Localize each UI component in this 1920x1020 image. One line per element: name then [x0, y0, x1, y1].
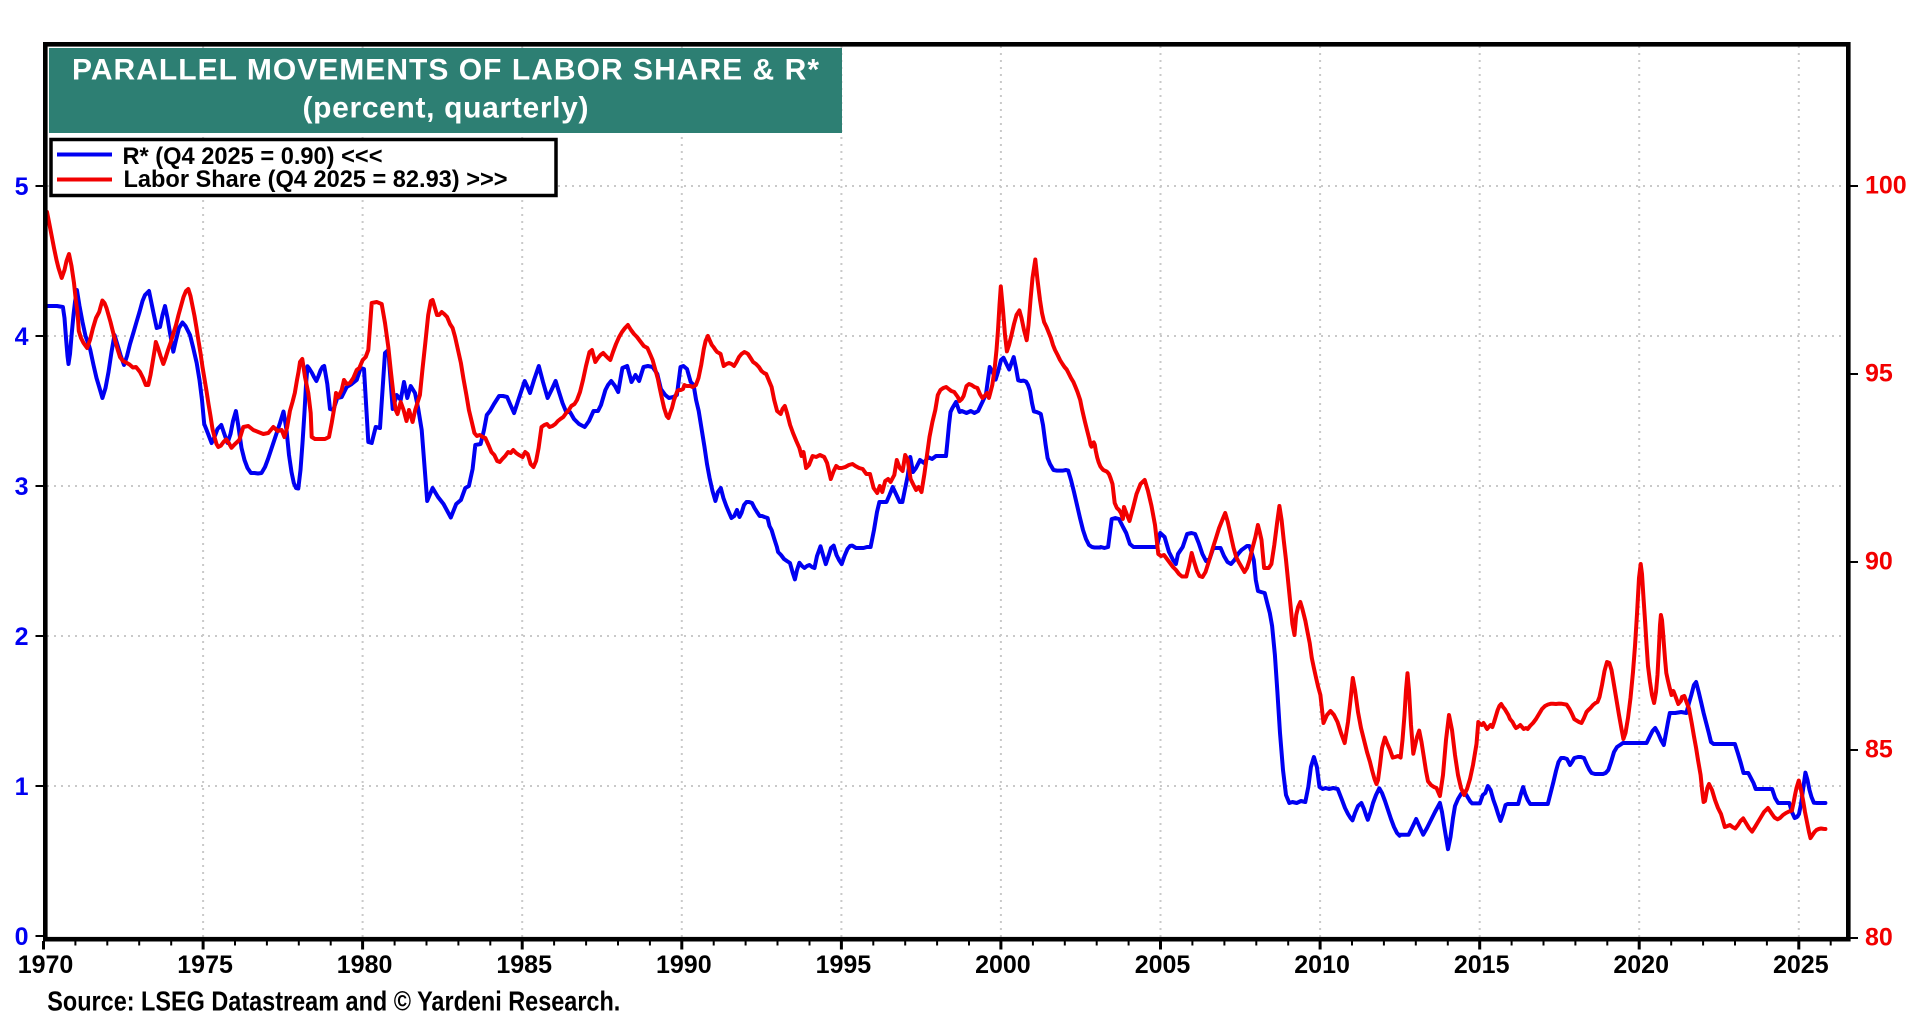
svg-text:80: 80: [1865, 924, 1893, 952]
svg-text:2000: 2000: [975, 951, 1031, 979]
svg-text:PARALLEL MOVEMENTS OF LABOR SH: PARALLEL MOVEMENTS OF LABOR SHARE & R*: [72, 54, 819, 87]
svg-text:85: 85: [1865, 736, 1893, 764]
svg-text:2005: 2005: [1135, 951, 1191, 979]
svg-text:95: 95: [1865, 360, 1893, 388]
svg-text:1975: 1975: [177, 951, 233, 979]
svg-text:1985: 1985: [496, 951, 552, 979]
svg-text:1970: 1970: [18, 951, 74, 979]
svg-text:3: 3: [15, 473, 29, 501]
svg-text:Source: LSEG Datastream and ©: Source: LSEG Datastream and © Yardeni Re…: [47, 986, 620, 1017]
svg-text:90: 90: [1865, 548, 1893, 576]
svg-text:Labor Share (Q4 2025 = 82.93): Labor Share (Q4 2025 = 82.93) >>>: [124, 166, 508, 193]
svg-text:2: 2: [15, 623, 29, 651]
svg-text:(percent, quarterly): (percent, quarterly): [303, 92, 589, 125]
svg-text:2025: 2025: [1773, 951, 1829, 979]
svg-text:2020: 2020: [1613, 951, 1669, 979]
svg-text:0: 0: [15, 923, 29, 951]
svg-text:100: 100: [1865, 172, 1907, 200]
svg-text:2010: 2010: [1294, 951, 1350, 979]
svg-text:1980: 1980: [337, 951, 393, 979]
svg-text:2015: 2015: [1454, 951, 1510, 979]
svg-text:1995: 1995: [816, 951, 872, 979]
svg-text:5: 5: [15, 173, 29, 201]
svg-text:R* (Q4 2025 = 0.90) <<<: R* (Q4 2025 = 0.90) <<<: [123, 143, 383, 170]
svg-text:1: 1: [15, 773, 29, 801]
svg-text:1990: 1990: [656, 951, 712, 979]
svg-text:4: 4: [15, 323, 29, 351]
